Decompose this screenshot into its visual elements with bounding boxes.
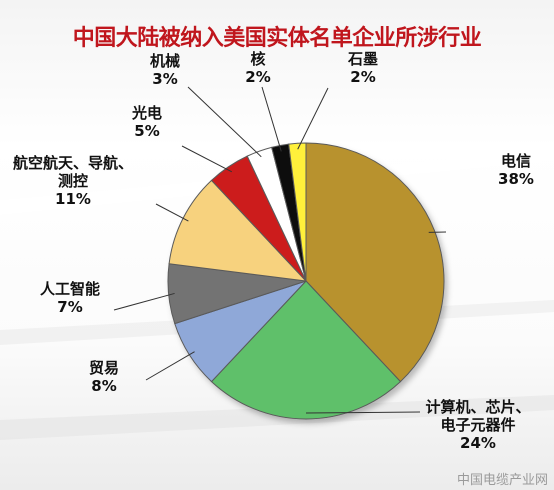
pie-slice	[305, 142, 445, 383]
slice-percent: 3%	[152, 70, 177, 88]
slice-name: 石墨	[347, 50, 378, 68]
slice-name: 计算机、芯片、	[425, 398, 530, 416]
slice-percent: 11%	[55, 190, 91, 208]
leader-line	[113, 292, 175, 311]
slice-label: 机械 3%	[150, 52, 180, 88]
watermark: 中国电缆产业网	[456, 473, 548, 488]
chart-title: 中国大陆被纳入美国实体名单企业所涉行业	[72, 26, 482, 51]
pie-slices	[167, 142, 445, 420]
slice-name: 贸易	[89, 359, 119, 377]
slice-percent: 7%	[57, 298, 82, 316]
slice-percent: 5%	[134, 122, 159, 140]
slice-label: 人工智能 7%	[40, 280, 100, 316]
slice-name: 测控	[58, 172, 88, 190]
leader-line	[187, 86, 262, 158]
slice-percent: 2%	[245, 68, 270, 86]
leader-line	[305, 411, 421, 414]
leader-line	[145, 351, 195, 381]
leader-line	[181, 145, 233, 173]
pie-slice	[288, 142, 307, 282]
slice-label: 石墨 2%	[347, 50, 378, 86]
slice-label: 核 2%	[245, 50, 270, 86]
slice-name: 航空航天、导航、	[13, 154, 133, 172]
slice-name: 电信	[501, 152, 531, 170]
slice-percent: 24%	[460, 434, 496, 452]
slice-label: 光电 5%	[131, 104, 162, 140]
slice-name: 核	[250, 50, 265, 68]
slice-label: 航空航天、导航、测控 11%	[13, 154, 133, 208]
slice-percent: 8%	[91, 377, 116, 395]
pie-slice	[210, 280, 402, 420]
slice-percent: 2%	[350, 68, 375, 86]
slice-label: 电信 38%	[498, 152, 534, 188]
slice-name: 人工智能	[40, 280, 100, 298]
leader-line	[261, 86, 282, 152]
leader-line	[297, 87, 329, 150]
slice-label: 计算机、芯片、电子元器件 24%	[425, 398, 530, 452]
slice-label: 贸易 8%	[89, 359, 119, 395]
slice-name: 电子元器件	[440, 416, 515, 434]
slice-name: 机械	[150, 52, 180, 70]
slice-percent: 38%	[498, 170, 534, 188]
slice-name: 光电	[131, 104, 162, 122]
leader-line	[155, 203, 189, 222]
